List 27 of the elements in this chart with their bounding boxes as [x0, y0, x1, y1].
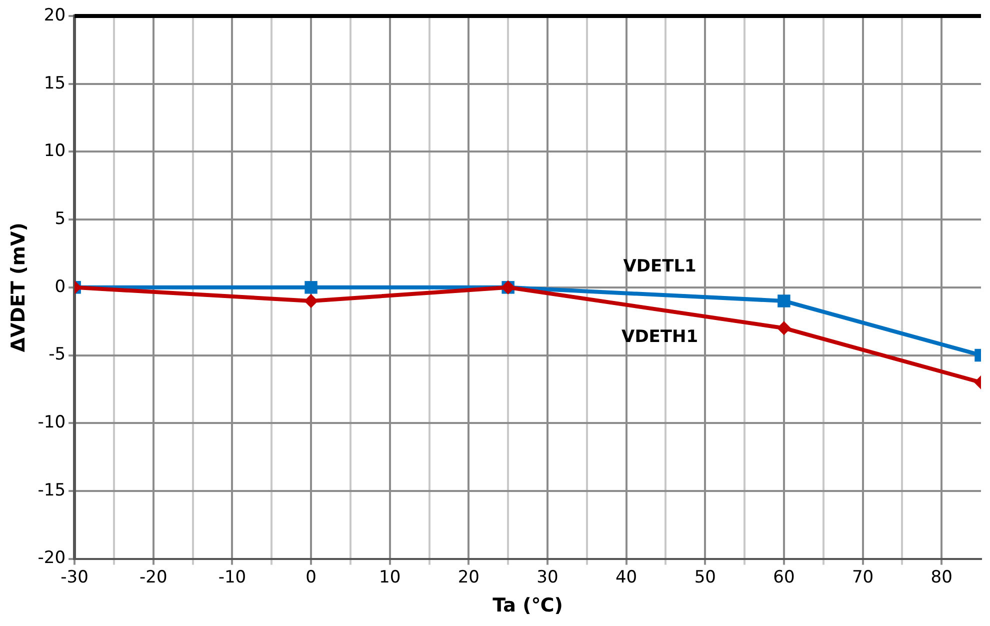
x-tick-label: -30 — [60, 567, 88, 588]
point — [304, 294, 318, 308]
x-tick-label: 70 — [852, 567, 874, 588]
x-tick-label: 80 — [930, 567, 952, 588]
y-axis-title: ΔVDET (mV) — [7, 222, 30, 352]
y-tick-label: -10 — [38, 412, 66, 433]
x-axis-title: Ta (℃) — [492, 594, 563, 617]
y-tick-label: -15 — [38, 480, 66, 500]
y-tick-label: 15 — [44, 73, 66, 94]
x-tick-label: 10 — [379, 567, 401, 588]
x-tick-label: 40 — [615, 567, 638, 588]
x-tick-label: 30 — [536, 567, 558, 588]
x-tick-label: 50 — [694, 567, 716, 588]
x-tick-label: 60 — [773, 567, 795, 588]
y-tick-label: -5 — [48, 344, 66, 365]
x-tick-label: -20 — [139, 567, 168, 588]
x-tick-label: -10 — [218, 567, 246, 588]
y-tick-label: 20 — [44, 5, 66, 26]
x-tick-label: 0 — [306, 567, 316, 588]
series-label: VDETL1 — [623, 256, 696, 276]
y-tick-label: 5 — [54, 208, 66, 229]
point — [304, 281, 318, 294]
y-tick-label: 10 — [44, 141, 66, 162]
series-label: VDETH1 — [622, 327, 698, 348]
x-tick-label: 20 — [458, 567, 480, 588]
y-tick-label: 0 — [54, 276, 66, 297]
y-tick-label: -20 — [38, 548, 66, 568]
